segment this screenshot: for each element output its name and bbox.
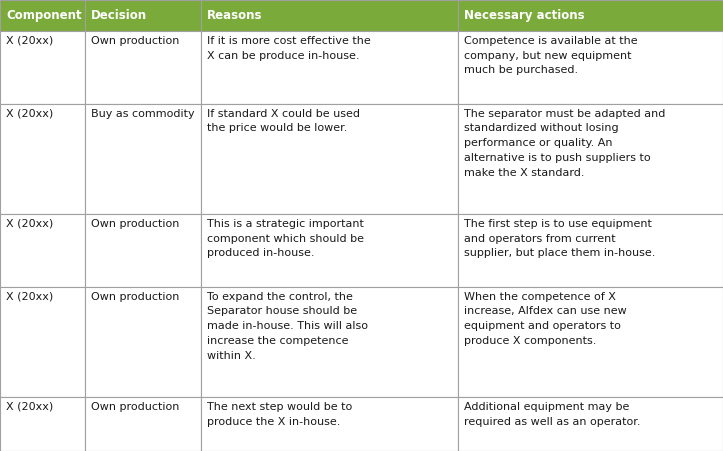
Text: The next step would be to
produce the X in-house.: The next step would be to produce the X …: [207, 402, 352, 427]
Text: Buy as commodity: Buy as commodity: [91, 109, 195, 119]
Bar: [85, 104, 201, 214]
Bar: [201, 31, 458, 104]
Bar: [0, 214, 85, 287]
Bar: [201, 0, 458, 31]
Text: Additional equipment may be
required as well as an operator.: Additional equipment may be required as …: [463, 402, 640, 427]
Bar: [85, 214, 201, 287]
Bar: [0, 0, 85, 31]
Bar: [85, 287, 201, 397]
Bar: [0, 397, 85, 451]
Text: X (20xx): X (20xx): [6, 36, 54, 46]
Text: If it is more cost effective the
X can be produce in-house.: If it is more cost effective the X can b…: [207, 36, 371, 60]
Bar: [458, 214, 723, 287]
Text: Necessary actions: Necessary actions: [463, 9, 584, 22]
Bar: [85, 397, 201, 451]
Bar: [201, 397, 458, 451]
Text: The first step is to use equipment
and operators from current
supplier, but plac: The first step is to use equipment and o…: [463, 219, 655, 258]
Bar: [458, 31, 723, 104]
Text: To expand the control, the
Separator house should be
made in-house. This will al: To expand the control, the Separator hou…: [207, 292, 368, 361]
Text: Reasons: Reasons: [207, 9, 262, 22]
Text: X (20xx): X (20xx): [6, 402, 54, 412]
Bar: [458, 287, 723, 397]
Text: This is a strategic important
component which should be
produced in-house.: This is a strategic important component …: [207, 219, 364, 258]
Bar: [458, 0, 723, 31]
Bar: [201, 214, 458, 287]
Text: X (20xx): X (20xx): [6, 109, 54, 119]
Text: Own production: Own production: [91, 36, 180, 46]
Bar: [0, 31, 85, 104]
Text: Decision: Decision: [91, 9, 147, 22]
Bar: [0, 287, 85, 397]
Text: If standard X could be used
the price would be lower.: If standard X could be used the price wo…: [207, 109, 360, 133]
Text: Component: Component: [6, 9, 82, 22]
Text: X (20xx): X (20xx): [6, 292, 54, 302]
Text: When the competence of X
increase, Alfdex can use new
equipment and operators to: When the competence of X increase, Alfde…: [463, 292, 626, 346]
Text: X (20xx): X (20xx): [6, 219, 54, 229]
Bar: [85, 31, 201, 104]
Bar: [458, 397, 723, 451]
Bar: [458, 104, 723, 214]
Bar: [201, 287, 458, 397]
Bar: [0, 104, 85, 214]
Text: Own production: Own production: [91, 402, 180, 412]
Text: Own production: Own production: [91, 219, 180, 229]
Text: The separator must be adapted and
standardized without losing
performance or qua: The separator must be adapted and standa…: [463, 109, 665, 178]
Bar: [85, 0, 201, 31]
Text: Competence is available at the
company, but new equipment
much be purchased.: Competence is available at the company, …: [463, 36, 637, 75]
Text: Own production: Own production: [91, 292, 180, 302]
Bar: [201, 104, 458, 214]
